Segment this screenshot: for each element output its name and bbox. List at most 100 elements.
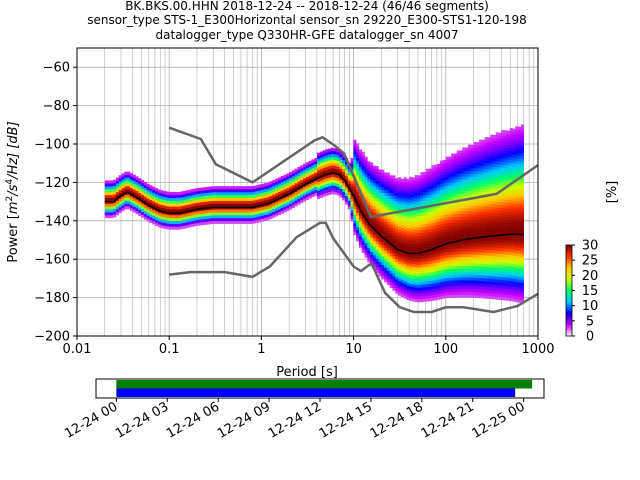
density-cell [431,188,435,192]
density-cell [400,244,404,249]
density-cell [470,277,474,281]
density-cell [473,173,477,177]
density-cell [439,195,444,199]
density-cell [330,173,335,177]
density-cell [448,260,452,264]
density-cell [495,253,499,257]
density-cell [451,265,455,270]
density-cell [166,203,170,207]
density-cell [512,200,516,204]
density-cell [155,202,159,206]
density-cell [417,238,421,242]
density-cell [428,263,432,267]
density-cell [434,233,438,237]
density-cell [247,186,251,190]
density-cell [398,234,402,239]
density-cell [138,192,142,196]
density-cell [515,152,519,156]
density-cell [448,179,452,183]
density-cell [425,286,430,291]
density-cell [375,241,379,245]
y-tick-label: −200 [34,330,70,345]
density-cell [166,194,170,198]
density-cell [439,160,444,164]
density-cell [515,157,519,162]
density-cell [398,217,402,221]
density-cell [342,194,346,198]
density-cell [506,142,511,146]
density-cell [445,156,449,160]
density-cell [456,248,460,252]
density-cell [104,206,108,210]
density-cell [322,184,326,189]
density-cell [364,156,368,160]
density-cell [518,270,522,274]
density-cell [451,182,455,186]
density-cell [423,281,427,285]
density-cell [233,194,237,199]
density-cell [336,177,340,182]
density-cell [389,178,393,182]
density-cell [398,280,402,285]
density-cell [236,209,240,213]
density-cell [389,227,393,231]
density-cell [501,199,505,203]
density-cell [453,211,457,215]
density-cell [411,246,416,250]
density-cell [439,252,444,256]
density-cell [403,226,407,230]
density-cell [501,167,505,171]
density-cell [255,213,259,218]
density-cell [467,251,471,255]
density-cell [465,265,469,269]
density-cell [118,175,122,179]
density-cell [490,278,494,282]
density-cell [431,231,435,235]
density-cell [425,266,430,270]
density-cell [294,194,298,198]
density-cell [506,208,511,212]
density-cell [462,213,466,217]
density-cell [506,283,511,287]
density-cell [372,249,376,253]
density-cell [166,223,170,227]
density-cell [428,289,432,293]
density-cell [381,169,385,173]
density-cell [294,185,298,190]
density-cell [372,191,376,195]
density-cell [244,197,248,201]
density-cell [129,176,133,180]
density-cell [453,173,457,177]
density-cell [325,149,329,153]
density-cell [350,186,354,190]
density-cell [451,211,455,215]
density-cell [456,228,460,232]
density-cell [459,279,463,284]
density-cell [459,274,463,278]
density-cell [442,174,446,178]
density-cell [495,215,499,220]
density-cell [378,255,382,260]
density-cell [506,139,511,143]
density-cell [372,240,376,244]
density-cell [297,192,301,197]
density-cell [392,276,396,280]
density-cell [487,151,491,155]
density-cell [437,230,441,234]
density-cell [392,204,396,208]
density-cell [456,208,460,212]
density-cell [462,265,466,269]
density-cell [428,226,432,230]
density-cell [417,218,421,222]
density-cell [456,225,460,229]
density-cell [205,215,209,219]
density-cell [353,211,357,215]
density-cell [504,159,508,163]
density-cell [249,197,254,201]
density-cell [356,180,360,184]
density-cell [487,166,491,170]
density-cell [191,212,195,216]
density-cell [518,236,522,240]
density-cell [434,265,438,269]
density-cell [409,297,413,302]
